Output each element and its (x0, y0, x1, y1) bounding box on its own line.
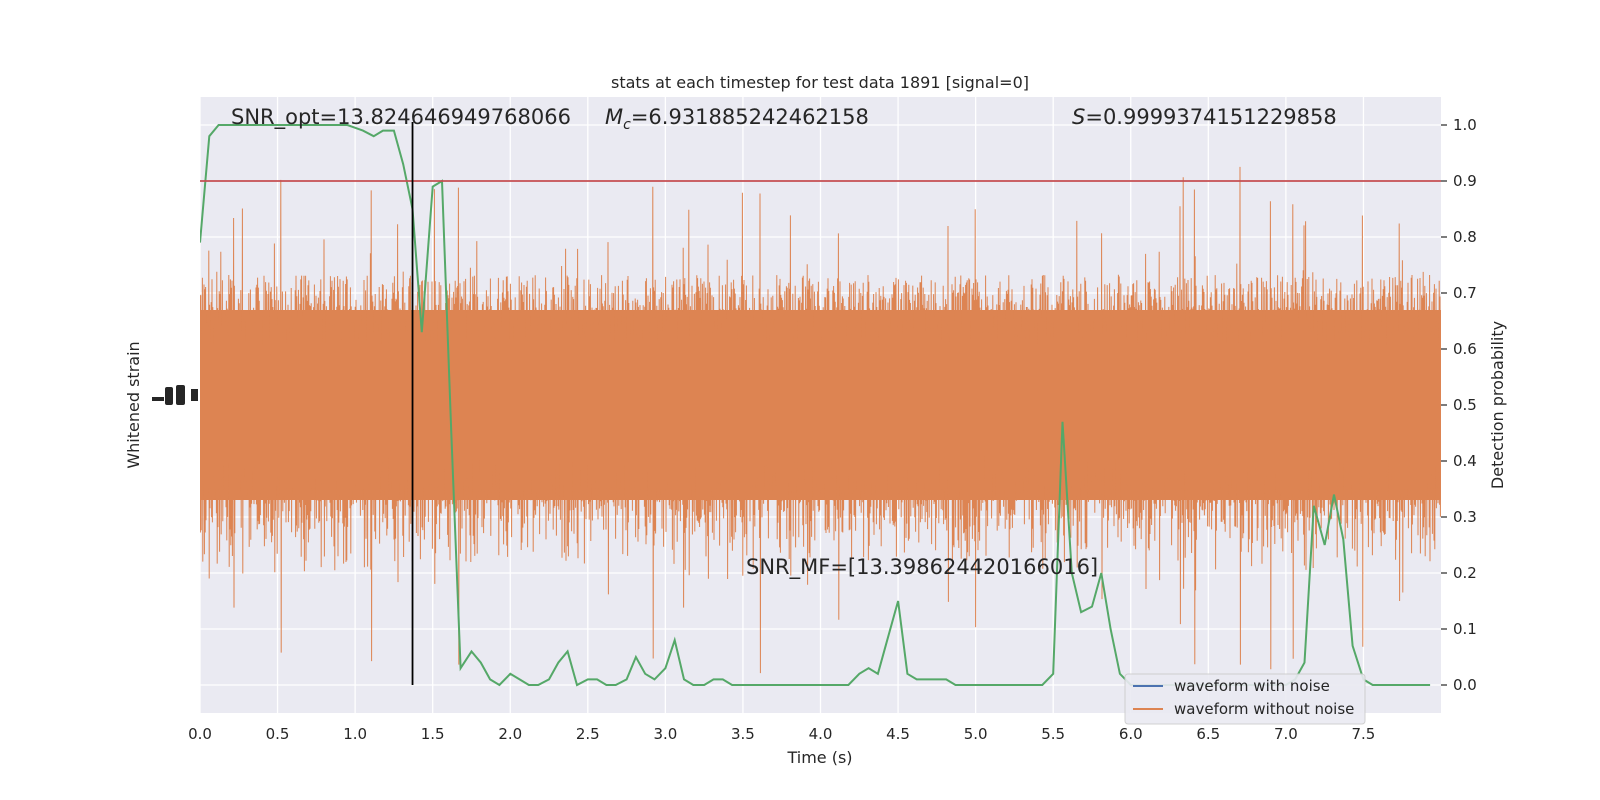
legend: waveform with noise waveform without noi… (1124, 673, 1366, 725)
legend-label-without-noise: waveform without noise (1174, 700, 1354, 718)
chirp-mass-value: =6.931885242462158 (631, 105, 869, 129)
x-tick-label: 1.0 (343, 725, 367, 743)
x-tick-label: 3.0 (653, 725, 677, 743)
y-tick-label: 0.3 (1453, 508, 1477, 526)
x-tick-label: 0.0 (188, 725, 212, 743)
strain-trace (200, 166, 1441, 674)
left-axis-label: Whitened strain (124, 341, 143, 468)
x-tick-label: 4.0 (809, 725, 833, 743)
chirp-mass-symbol: M (605, 105, 623, 129)
x-tick-label: 3.5 (731, 725, 755, 743)
chirp-mass-subscript: c (623, 117, 631, 133)
snr-mf-annotation: SNR_MF=[13.398624420166016] (746, 555, 1098, 580)
x-tick-label: 4.5 (886, 725, 910, 743)
snr-opt-annotation: SNR_opt=13.824646949768066 (231, 105, 571, 130)
x-tick-label: 5.5 (1041, 725, 1065, 743)
x-axis-label: Time (s) (786, 748, 852, 767)
left-axis-tick-blob (152, 385, 198, 405)
x-tick-label: 2.0 (498, 725, 522, 743)
y-tick-label: 0.5 (1453, 396, 1477, 414)
y-tick-label: 0.9 (1453, 172, 1477, 190)
x-tick-label: 7.5 (1352, 725, 1376, 743)
y-tick-label: 0.4 (1453, 452, 1477, 470)
x-tick-label: 1.5 (421, 725, 445, 743)
chirp-mass-annotation: Mc=6.931885242462158 (605, 105, 869, 133)
x-tick-label: 2.5 (576, 725, 600, 743)
x-tick-label: 6.5 (1196, 725, 1220, 743)
right-axis-label: Detection probability (1488, 321, 1507, 489)
y-tick-label: 0.2 (1453, 564, 1477, 582)
x-tick-label: 7.0 (1274, 725, 1298, 743)
y-tick-label: 0.0 (1453, 676, 1477, 694)
overlap-annotation: S=0.9999374151229858 (1072, 105, 1337, 129)
x-tick-label: 6.0 (1119, 725, 1143, 743)
y-tick-label: 0.1 (1453, 620, 1477, 638)
y-tick-label: 0.7 (1453, 284, 1477, 302)
x-tick-label: 5.0 (964, 725, 988, 743)
right-axis-ticks: 0.0 0.1 0.2 0.3 0.4 0.5 0.6 0.7 0.8 0.9 1.0 (1441, 116, 1477, 694)
strain-series (200, 166, 1441, 674)
legend-label-with-noise: waveform with noise (1174, 677, 1330, 695)
y-tick-label: 0.8 (1453, 228, 1477, 246)
overlap-value: =0.9999374151229858 (1085, 105, 1336, 129)
x-axis-ticks: 0.0 0.5 1.0 1.5 2.0 2.5 3.0 3.5 4.0 4.5 5.0 5.5 6.0 6… (188, 725, 1375, 743)
y-tick-label: 1.0 (1453, 116, 1477, 134)
x-tick-label: 0.5 (266, 725, 290, 743)
reference-lines (200, 122, 1441, 685)
chart-title: stats at each timestep for test data 189… (611, 73, 1029, 92)
overlap-symbol: S (1072, 105, 1085, 129)
legend-box (1124, 673, 1366, 725)
y-tick-label: 0.6 (1453, 340, 1477, 358)
